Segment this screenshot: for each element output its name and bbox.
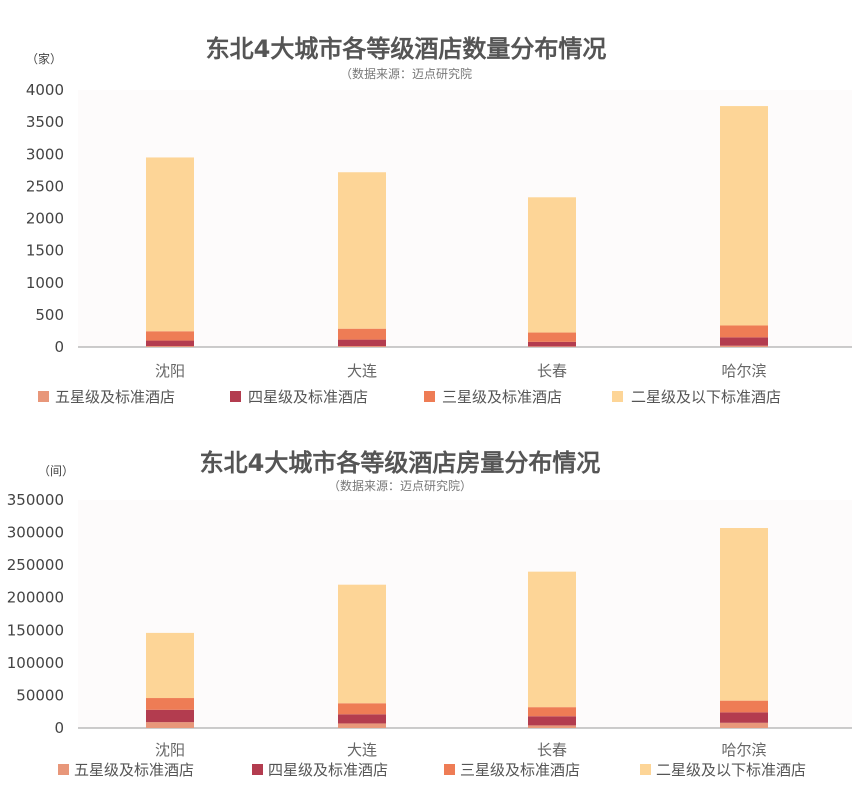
chart1-bar-segment (720, 345, 768, 347)
chart2-y-tick-label: 100000 (7, 654, 64, 672)
chart2-bar-segment (338, 723, 386, 728)
chart2-legend-swatch (640, 764, 651, 775)
chart1-x-tick-label: 长春 (537, 362, 567, 380)
chart1-bar-segment (146, 331, 194, 341)
chart1-bar-segment (528, 197, 576, 333)
chart1-legend-swatch (424, 391, 435, 402)
chart2-legend-label: 四星级及标准酒店 (268, 761, 388, 779)
chart2-legend-label: 二星级及以下标准酒店 (656, 761, 806, 779)
chart1-bar-segment (146, 157, 194, 332)
chart1-y-tick-label: 4000 (26, 81, 64, 99)
chart1-subtitle: （数据来源：迈点研究院 (340, 66, 472, 81)
chart1-legend-label: 五星级及标准酒店 (55, 388, 175, 406)
chart1-bar-segment (146, 346, 194, 347)
chart2-bar-segment (528, 571, 576, 708)
chart2-y-tick-label: 50000 (16, 686, 64, 704)
chart2-bar-segment (528, 725, 576, 728)
chart1-bar-segment (528, 332, 576, 342)
chart1-y-tick-label: 0 (54, 338, 64, 356)
chart2-y-tick-label: 200000 (7, 589, 64, 607)
chart1-y-tick-label: 1500 (26, 242, 64, 260)
chart1-legend-swatch (38, 391, 49, 402)
chart1-x-tick-label: 大连 (347, 362, 377, 380)
chart1-bar-segment (528, 346, 576, 347)
chart2-bar-segment (146, 632, 194, 699)
chart2-title: 东北4大城市各等级酒店房量分布情况 (200, 449, 601, 477)
chart1-bar-segment (720, 106, 768, 326)
chart1-legend-label: 三星级及标准酒店 (442, 388, 562, 406)
chart2-bar-segment (338, 703, 386, 715)
chart1-x-tick-label: 哈尔滨 (721, 362, 766, 380)
chart1-y-tick-label: 3000 (26, 145, 64, 163)
chart2-bar-segment (146, 709, 194, 723)
chart1-legend-swatch (612, 391, 623, 402)
chart2-x-tick-label: 长春 (537, 741, 567, 759)
chart1-y-tick-label: 2000 (26, 210, 64, 228)
chart2-x-tick-label: 沈阳 (155, 741, 185, 759)
chart1-bar-segment (338, 328, 386, 340)
chart1-title: 东北4大城市各等级酒店数量分布情况 (206, 35, 607, 63)
chart1-x-tick-label: 沈阳 (155, 362, 185, 380)
chart2-y-tick-label: 300000 (7, 524, 64, 542)
chart2-legend-swatch (252, 764, 263, 775)
chart2-legend-label: 五星级及标准酒店 (74, 761, 194, 779)
chart2-y-tick-label: 0 (54, 719, 64, 737)
chart2-bar-segment (146, 722, 194, 728)
chart2-legend-swatch (58, 764, 69, 775)
chart2-x-tick-label: 哈尔滨 (721, 741, 766, 759)
chart2-bar-segment (146, 698, 194, 710)
chart2-bar-segment (338, 714, 386, 724)
chart2-unit-label: （间） (38, 464, 74, 478)
chart1-y-tick-label: 1000 (26, 274, 64, 292)
chart2-bar-segment (528, 716, 576, 726)
chart2-bar-segment (528, 707, 576, 717)
chart1-bar-segment (720, 337, 768, 346)
chart2-bar-segment (720, 722, 768, 728)
chart2-legend-swatch (444, 764, 455, 775)
chart1-y-tick-label: 3500 (26, 113, 64, 131)
chart2-bar-segment (338, 584, 386, 704)
chart1-bar-segment (528, 341, 576, 347)
chart2-legend-label: 三星级及标准酒店 (460, 761, 580, 779)
chart1-legend-label: 四星级及标准酒店 (248, 388, 368, 406)
chart2-bar-segment (720, 528, 768, 701)
chart2-y-tick-label: 350000 (7, 491, 64, 509)
chart1-bar-segment (338, 346, 386, 347)
chart2-y-tick-label: 250000 (7, 556, 64, 574)
chart1-bar-segment (146, 340, 194, 347)
chart1-legend-label: 二星级及以下标准酒店 (631, 388, 781, 406)
chart2-y-tick-label: 150000 (7, 621, 64, 639)
chart2-bar-segment (720, 712, 768, 723)
chart2-bar-segment (720, 700, 768, 713)
chart1-legend-swatch (230, 391, 241, 402)
chart1-bar-segment (720, 325, 768, 338)
chart1-bar-segment (338, 172, 386, 329)
chart2-subtitle: （数据来源：迈点研究院） (328, 478, 472, 493)
chart1-bar-segment (338, 339, 386, 347)
chart1-unit-label: （家） (26, 51, 62, 66)
chart1-y-tick-label: 2500 (26, 177, 64, 195)
chart1-y-tick-label: 500 (35, 306, 64, 324)
chart2-x-tick-label: 大连 (347, 741, 377, 759)
